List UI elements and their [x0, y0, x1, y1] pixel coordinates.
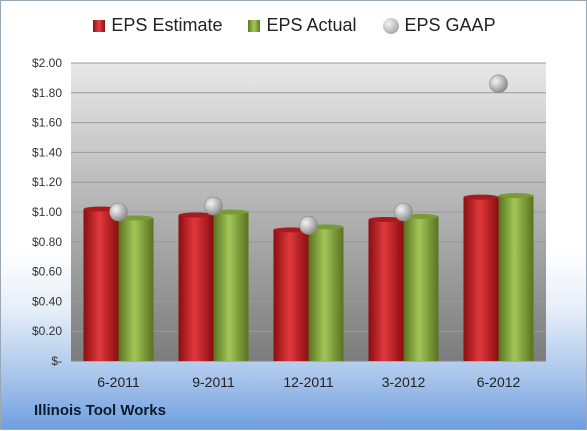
eps-gaap-swatch: [382, 17, 399, 34]
eps-estimate-bar-cap: [368, 216, 404, 222]
y-tick-label: $0.20: [32, 324, 62, 338]
eps-estimate-bar: [83, 209, 119, 361]
eps-estimate-bar: [178, 214, 214, 361]
eps-estimate-bar: [368, 219, 404, 361]
y-tick-label: $1.80: [32, 86, 62, 100]
y-tick-label: $0.60: [32, 265, 62, 279]
company-name: Illinois Tool Works: [34, 402, 166, 419]
y-tick-label: $2.00: [32, 56, 62, 70]
eps-actual-bar: [118, 217, 154, 361]
x-category-label: 9-2011: [192, 374, 235, 390]
eps-actual-swatch: [248, 19, 261, 32]
eps-actual-bar: [213, 212, 249, 361]
x-category-label: 3-2012: [382, 374, 426, 390]
eps-estimate-bar: [273, 229, 309, 361]
eps-actual-bar-cap: [213, 209, 249, 215]
x-category-label: 6-2011: [97, 374, 140, 390]
eps-actual-bar: [498, 195, 534, 361]
legend: EPS Estimate EPS Actual EPS GAAP: [1, 15, 587, 36]
eps-gaap-point: [109, 202, 128, 222]
eps-actual-bar: [308, 226, 344, 361]
y-tick-label: $1.00: [32, 205, 62, 219]
y-tick-label: $0.80: [32, 235, 62, 249]
eps-estimate-bar-cap: [178, 212, 214, 218]
eps-gaap-point: [204, 196, 223, 216]
legend-item-eps-actual: EPS Actual: [248, 15, 357, 36]
eps-actual-bar-cap: [118, 215, 154, 221]
eps-actual-bar-cap: [403, 213, 439, 219]
eps-actual-bar-cap: [498, 193, 534, 199]
y-tick-label: $0.40: [32, 294, 62, 308]
eps-gaap-point: [394, 202, 413, 222]
x-category-label: 12-2011: [283, 374, 334, 390]
eps-estimate-bar: [463, 197, 499, 361]
eps-gaap-point: [299, 216, 318, 235]
eps-estimate-bar-cap: [463, 194, 499, 200]
legend-label-eps-estimate: EPS Estimate: [111, 15, 223, 35]
eps-estimate-swatch: [93, 19, 106, 32]
eps-actual-bar: [403, 216, 439, 361]
legend-label-eps-actual: EPS Actual: [266, 15, 357, 35]
eps-estimate-bar-cap: [273, 227, 309, 233]
legend-item-eps-estimate: EPS Estimate: [93, 15, 222, 36]
y-tick-label: $1.40: [32, 145, 62, 159]
x-category-label: 6-2012: [477, 374, 521, 390]
eps-gaap-point: [489, 74, 508, 94]
legend-item-eps-gaap: EPS GAAP: [382, 15, 496, 36]
y-tick-label: $1.60: [32, 116, 62, 130]
legend-label-eps-gaap: EPS GAAP: [404, 15, 496, 35]
y-tick-label: $1.20: [32, 175, 62, 189]
y-tick-label: $-: [51, 354, 62, 368]
